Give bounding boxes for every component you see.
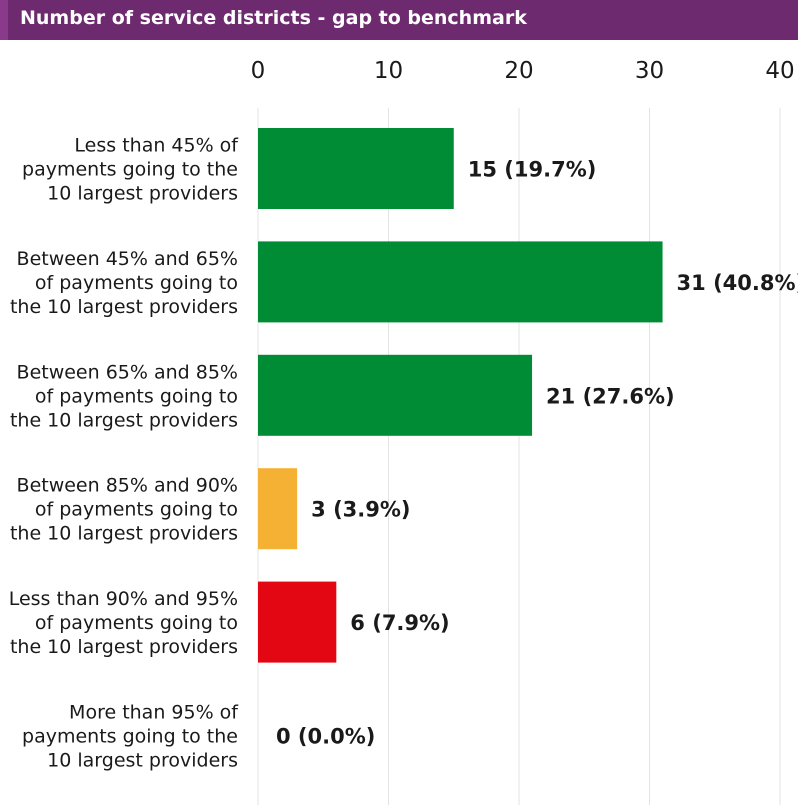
data-label: 6 (7.9%) bbox=[350, 611, 449, 635]
x-tick-label: 10 bbox=[374, 58, 403, 84]
x-tick-label: 40 bbox=[765, 58, 794, 84]
bars bbox=[258, 128, 663, 663]
header-accent bbox=[0, 0, 8, 40]
bar-0 bbox=[258, 128, 454, 209]
category-label: Between 45% and 65% of payments going to t… bbox=[10, 248, 238, 318]
category-labels: Less than 45% of payments going to the 10 … bbox=[9, 135, 240, 772]
bar-4 bbox=[258, 581, 337, 663]
x-tick-label: 0 bbox=[251, 58, 266, 84]
category-label: Less than 45% of payments going to the 10 … bbox=[22, 135, 239, 205]
x-tick-label: 20 bbox=[504, 58, 533, 84]
bar-1 bbox=[258, 241, 663, 323]
gridlines bbox=[257, 108, 781, 805]
bar-2 bbox=[258, 354, 533, 436]
category-label: Less than 90% and 95% of payments going t… bbox=[9, 588, 238, 658]
bar-chart: 0 10 20 30 40 Less than 45% of payments going… bbox=[9, 58, 798, 805]
x-axis-ticks: 0 10 20 30 40 bbox=[251, 58, 795, 84]
data-labels: 15 (19.7%) 31 (40.8%) 21 (27.6%) 3 (3.9%) 6 … bbox=[276, 158, 798, 749]
x-tick-label: 30 bbox=[635, 58, 664, 84]
data-label: 21 (27.6%) bbox=[546, 384, 675, 408]
bar-3 bbox=[258, 468, 298, 550]
data-label: 31 (40.8%) bbox=[677, 271, 798, 295]
chart-title: Number of service districts - gap to ben… bbox=[20, 7, 527, 29]
data-label: 15 (19.7%) bbox=[468, 158, 597, 182]
chart-header: Number of service districts - gap to ben… bbox=[0, 0, 798, 40]
category-label: More than 95% of payments going to the 10 … bbox=[22, 702, 239, 772]
data-label: 0 (0.0%) bbox=[276, 725, 375, 749]
category-label: Between 65% and 85% of payments going to t… bbox=[10, 361, 238, 431]
data-label: 3 (3.9%) bbox=[311, 498, 410, 522]
category-label: Between 85% and 90% of payments going to t… bbox=[10, 475, 238, 545]
